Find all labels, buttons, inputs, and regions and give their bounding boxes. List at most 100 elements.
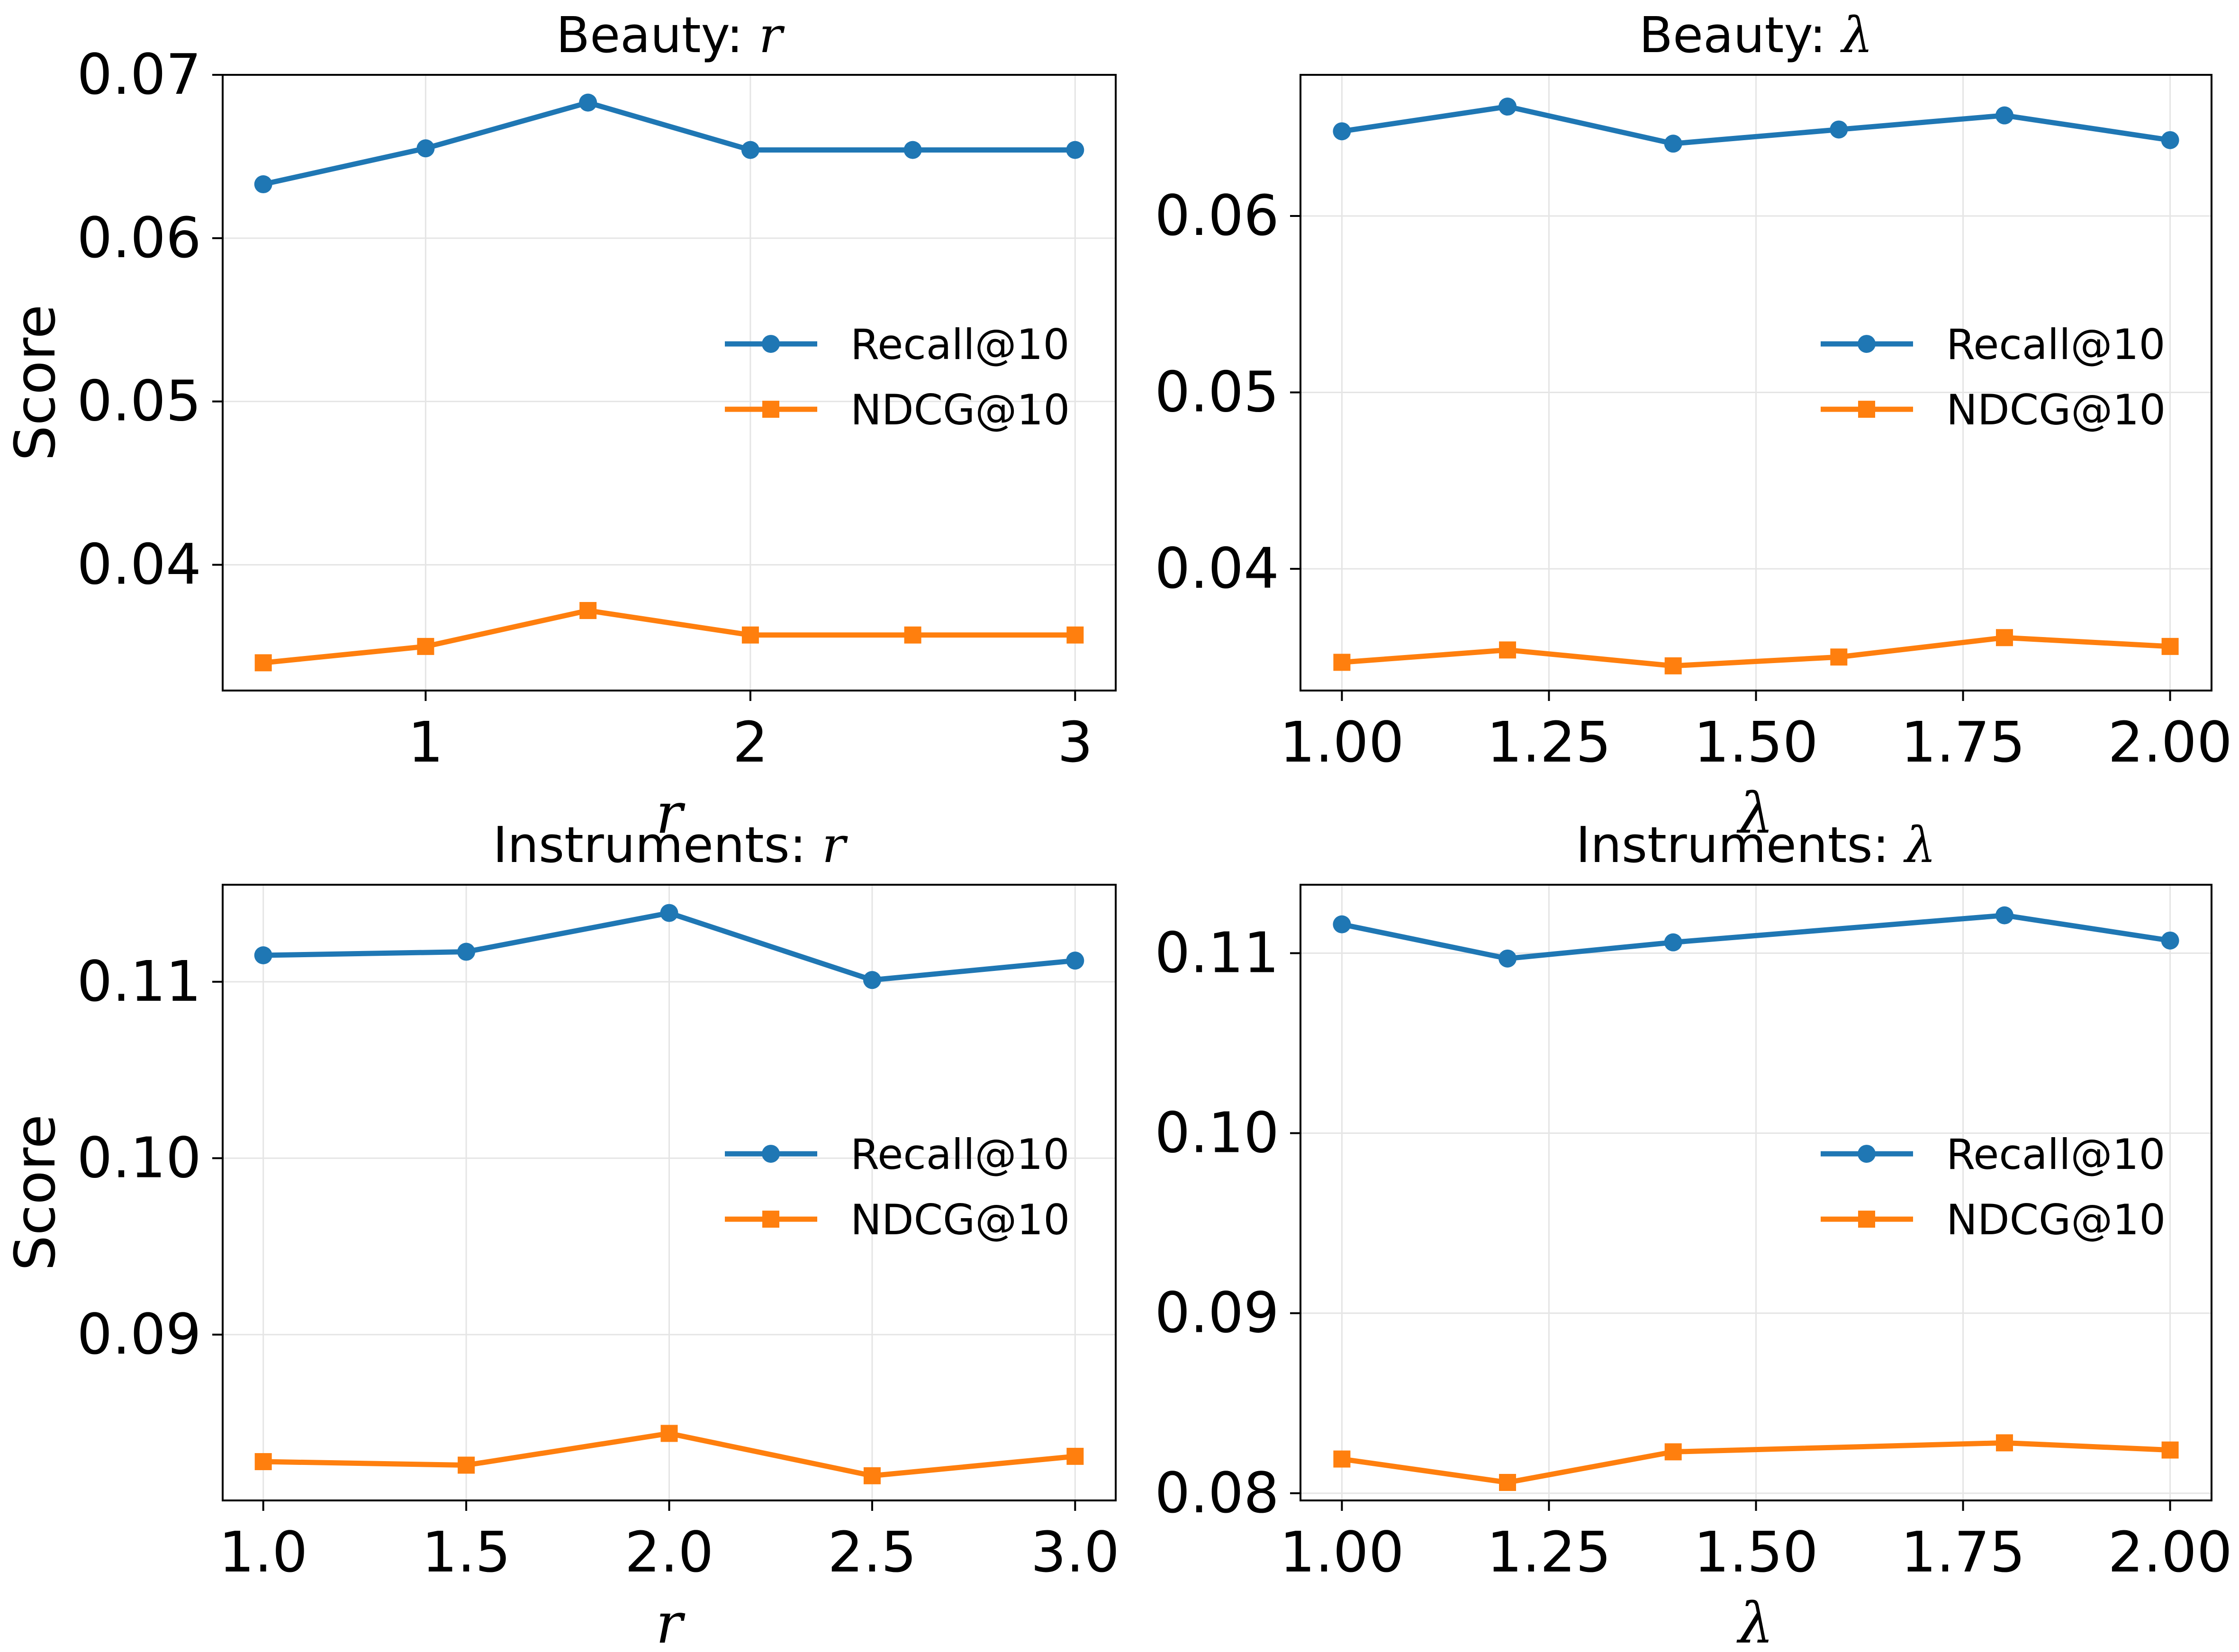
ndcg-point	[1499, 1473, 1517, 1491]
y-tick-label: 0.11	[77, 949, 201, 1014]
ndcg-point	[904, 626, 921, 644]
legend-marker-square	[1858, 1211, 1875, 1228]
y-tick-label: 0.04	[1155, 536, 1279, 601]
ndcg-point	[1995, 1434, 2013, 1452]
series-line-ndcg	[263, 608, 1075, 665]
x-tick-label: 1	[408, 709, 443, 775]
x-tick-label: 3	[1057, 709, 1093, 775]
legend-marker-circle	[762, 1145, 780, 1163]
x-tick-label: 2.00	[2108, 709, 2232, 775]
ndcg-point	[1066, 626, 1084, 644]
ndcg-point	[1499, 641, 1517, 659]
x-tick-label: 1.75	[1901, 1519, 2025, 1585]
x-tick-label: 1.0	[219, 1519, 308, 1585]
chart-title-prefix: Beauty:	[1639, 6, 1842, 64]
ndcg-point	[458, 1456, 475, 1474]
legend-marker-square	[1858, 401, 1875, 418]
chart-title: Beauty: r	[556, 6, 785, 64]
y-tick-label: 0.06	[1155, 183, 1279, 248]
x-tick-label: 1.50	[1694, 1519, 1818, 1585]
chart-panel-3: 1.0 1.5 2.0 2.5 3.0 0.09 0.10 0.11 Instruments: …	[2, 816, 1120, 1652]
recall-point	[741, 141, 759, 159]
ndcg-point	[417, 637, 434, 655]
chart-title-symbol: r	[822, 816, 848, 874]
y-tick-label: 0.08	[1155, 1460, 1279, 1526]
legend-label: Recall@10	[850, 320, 1070, 369]
recall-point	[1664, 933, 1682, 952]
series-line-ndcg	[1342, 635, 2170, 669]
series-line-recall	[1341, 104, 2171, 146]
legend-marker-circle	[1858, 335, 1876, 353]
chart-title-prefix: Beauty:	[556, 6, 759, 64]
chart-title-symbol: λ	[1840, 6, 1873, 64]
recall-point	[1995, 106, 2013, 125]
recall-point	[863, 971, 881, 989]
recall-point	[660, 904, 678, 922]
recall-point	[903, 141, 922, 159]
y-tick-label: 0.04	[77, 531, 201, 597]
x-tick-label: 1.50	[1694, 709, 1818, 775]
x-tick-label: 2.0	[625, 1519, 714, 1585]
ndcg-point	[2161, 637, 2179, 655]
y-tick-label: 0.10	[1155, 1100, 1279, 1166]
recall-point	[1333, 122, 1351, 141]
recall-point	[579, 93, 597, 112]
legend-marker-square	[762, 1211, 779, 1228]
legend-label: NDCG@10	[1946, 1195, 2166, 1244]
recall-point	[2161, 931, 2179, 950]
x-axis-label: r	[656, 1590, 686, 1652]
chart-title: Instruments: r	[493, 816, 848, 874]
axes-frame	[222, 74, 1117, 691]
chart-title: Beauty: λ	[1639, 6, 1873, 64]
x-tick-label: 2	[732, 709, 768, 775]
y-tick-label: 0.11	[1155, 920, 1279, 985]
ndcg-point	[863, 1467, 881, 1484]
recall-point	[1995, 906, 2013, 925]
chart-title-prefix: Instruments:	[493, 816, 822, 874]
chart-panel-4: 1.00 1.25 1.50 1.75 2.00 0.08 0.09 0.10 0.11 Inst…	[1155, 816, 2232, 1652]
legend-marker-circle	[762, 335, 780, 353]
ndcg-point	[1333, 1450, 1351, 1468]
x-tick-label: 2.00	[2108, 1519, 2232, 1585]
y-tick-label: 0.05	[77, 368, 201, 434]
y-tick-label: 0.05	[1155, 359, 1279, 424]
recall-point	[1066, 952, 1084, 970]
legend-marker-square	[762, 401, 779, 418]
recall-point	[1830, 120, 1848, 139]
x-tick-label: 1.75	[1901, 709, 2025, 775]
x-tick-label: 1.5	[422, 1519, 511, 1585]
ndcg-point	[1066, 1447, 1084, 1465]
x-axis-label: λ	[1736, 1590, 1774, 1652]
recall-point	[416, 139, 435, 158]
x-tick-label: 1.25	[1487, 709, 1611, 775]
recall-point	[1066, 141, 1084, 159]
legend-marker-circle	[1858, 1145, 1876, 1163]
chart-title: Instruments: λ	[1576, 816, 1936, 874]
recall-point	[1499, 98, 1517, 116]
ndcg-point	[660, 1425, 678, 1442]
legend-label: Recall@10	[1946, 1130, 2166, 1179]
ndcg-point	[1664, 657, 1682, 674]
x-axis-label: λ	[1736, 781, 1774, 846]
chart-title-symbol: λ	[1903, 816, 1936, 874]
x-tick-label: 1.00	[1280, 709, 1404, 775]
ndcg-point	[254, 1453, 272, 1471]
legend-label: NDCG@10	[850, 386, 1070, 434]
y-tick-label: 0.07	[77, 42, 201, 107]
x-tick-label: 1.25	[1487, 1519, 1611, 1585]
recall-point	[1333, 915, 1351, 934]
recall-point	[457, 943, 476, 961]
legend-label: Recall@10	[850, 1130, 1070, 1179]
y-axis-label: Score	[2, 305, 68, 461]
recall-point	[2161, 131, 2179, 149]
recall-point	[254, 946, 272, 964]
ndcg-point	[1830, 648, 1848, 666]
ndcg-point	[579, 602, 597, 620]
recall-point	[254, 175, 272, 194]
chart-panel-2: 1.00 1.25 1.50 1.75 2.00 0.04 0.05 0.06 Beauty: …	[1155, 6, 2232, 846]
y-axis-label: Score	[2, 1114, 68, 1271]
chart-title-symbol: r	[759, 6, 785, 64]
y-tick-label: 0.09	[1155, 1280, 1279, 1346]
